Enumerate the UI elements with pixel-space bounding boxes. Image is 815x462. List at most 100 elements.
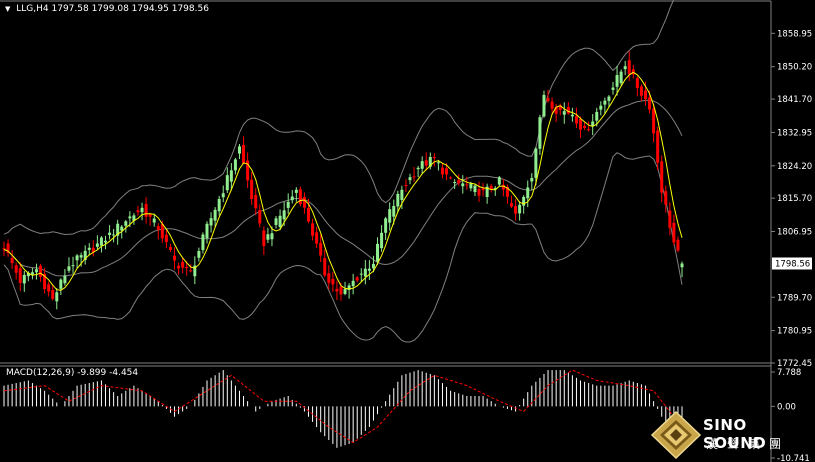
candle-body: [307, 207, 310, 222]
logo-brand: SINO SOUND: [703, 416, 767, 452]
candle-body: [250, 179, 254, 200]
candle-body: [583, 126, 587, 129]
candle-body: [71, 265, 75, 267]
candle-body: [197, 250, 201, 258]
symbol-label: LLG,H4: [16, 4, 49, 14]
price-axis: 1858.95 1850.20 1841.70 1832.95 1824.20 1815.…: [771, 29, 812, 369]
candle-body: [177, 265, 181, 269]
candle-body: [558, 105, 562, 110]
candle-body: [550, 101, 554, 109]
candle-body: [611, 87, 615, 90]
candle-body: [355, 277, 359, 281]
price-tick-label: 1780.95: [777, 327, 812, 337]
candle-body: [546, 98, 550, 102]
bollinger-lower: [3, 152, 683, 343]
candle-body: [376, 243, 380, 262]
candle-body: [10, 257, 14, 264]
candle-body: [18, 268, 22, 283]
candle-body: [246, 160, 250, 181]
candle-body: [493, 187, 497, 190]
candle-body: [643, 90, 647, 100]
candle-body: [331, 278, 335, 285]
candle-body: [282, 210, 286, 220]
bollinger-middle: [3, 99, 683, 277]
candle-body: [128, 216, 132, 219]
candle-body: [489, 185, 493, 190]
macd-signal-line: [3, 369, 683, 444]
candle-body: [603, 100, 607, 105]
candle-body: [112, 234, 116, 236]
logo-diamond-icon: [650, 410, 702, 460]
candle-body: [453, 182, 457, 184]
candle-body: [270, 233, 274, 240]
candle-body: [242, 145, 246, 164]
candle-body: [351, 280, 355, 287]
collapse-triangle-icon[interactable]: ▼: [5, 5, 11, 13]
candle-body: [290, 196, 294, 201]
candle-body: [201, 234, 205, 251]
candle-body: [392, 205, 396, 217]
candle-body: [485, 186, 489, 198]
candle-body: [449, 177, 453, 179]
candle-body: [436, 162, 440, 164]
macd-tick-label: 0.00: [777, 402, 796, 412]
candle-body: [164, 234, 168, 243]
candle-body: [534, 148, 538, 178]
candle-body: [258, 209, 262, 224]
candle-body: [262, 230, 266, 247]
candle-body: [120, 226, 124, 231]
logo-chinese: 漢聲集團: [706, 437, 791, 451]
macd-histogram: [3, 370, 683, 448]
candle-body: [144, 203, 148, 217]
candle-body: [668, 210, 672, 228]
candle-body: [656, 130, 660, 163]
candle-body: [327, 273, 331, 283]
candle-body: [420, 161, 424, 169]
candle-body: [595, 111, 599, 121]
candle-body: [39, 265, 43, 277]
candle-body: [75, 255, 79, 261]
candle-body: [635, 78, 639, 89]
candle-body: [83, 250, 87, 260]
candle-body: [432, 156, 436, 158]
candle-body: [99, 237, 103, 246]
sino-sound-logo: SINO SOUND 漢聲集團: [648, 408, 815, 462]
candle-body: [311, 223, 315, 236]
candle-body: [51, 290, 55, 299]
candle-body: [619, 71, 623, 84]
candle-body: [518, 204, 522, 214]
candle-body: [315, 232, 319, 244]
candle-body: [87, 247, 91, 250]
candle-body: [286, 201, 290, 208]
candle-body: [67, 266, 71, 271]
candle-body: [319, 243, 323, 256]
candle-body: [367, 268, 371, 271]
candle-body: [359, 273, 363, 275]
candle-body: [278, 215, 282, 227]
candle-body: [185, 267, 189, 269]
candle-body: [22, 275, 26, 284]
candle-body: [554, 107, 558, 114]
candle-body: [408, 177, 412, 181]
candle-body: [384, 218, 388, 233]
candle-body: [189, 270, 193, 272]
bollinger-bands: [3, 0, 683, 343]
candle-body: [579, 118, 583, 130]
candle-body: [461, 183, 465, 187]
moving-average-line: [3, 71, 683, 291]
candle-body: [530, 177, 534, 182]
candle-body: [63, 275, 67, 284]
candle-body: [140, 207, 144, 213]
candle-body: [152, 218, 156, 223]
candle-body: [607, 96, 611, 101]
candle-body: [168, 247, 172, 251]
chart-frame: [0, 0, 772, 462]
candle-body: [14, 265, 18, 273]
candle-body: [173, 255, 177, 261]
candle-body: [55, 292, 59, 302]
candle-body: [339, 286, 343, 295]
candle-body: [396, 193, 400, 207]
candle-body: [465, 184, 469, 186]
candle-body: [225, 175, 229, 191]
